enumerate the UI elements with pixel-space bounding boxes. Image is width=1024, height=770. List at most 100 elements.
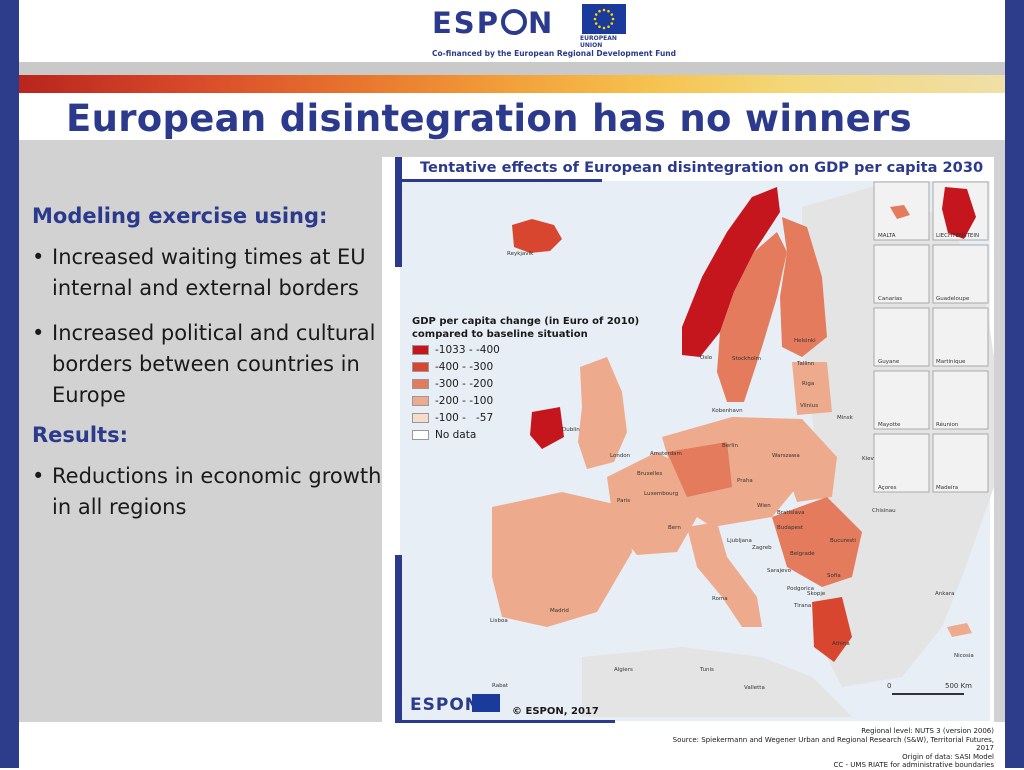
svg-text:Paris: Paris — [617, 498, 630, 504]
left-frame-bar — [0, 0, 19, 768]
svg-text:Ankara: Ankara — [935, 591, 954, 597]
espon-logo: ESP N EUROPEAN UNION Co-financed by the E… — [414, 4, 676, 60]
svg-text:Dublin: Dublin — [562, 427, 580, 433]
espon-wordmark: ESP N — [432, 6, 555, 40]
svg-text:Athina: Athina — [832, 641, 850, 647]
svg-text:Tallinn: Tallinn — [796, 361, 815, 367]
svg-text:Stockholm: Stockholm — [732, 356, 761, 362]
svg-text:Nicosia: Nicosia — [954, 653, 974, 659]
svg-text:Martinique: Martinique — [936, 359, 966, 365]
legend-row: -300 - -200 — [412, 376, 652, 392]
svg-text:Chisinau: Chisinau — [872, 508, 896, 514]
svg-text:Kiev: Kiev — [862, 456, 875, 462]
map-eu-flag-icon — [472, 694, 500, 712]
svg-text:Rabat: Rabat — [492, 683, 509, 689]
map-copyright: © ESPON, 2017 — [512, 706, 599, 717]
title-band: European disintegration has no winners — [19, 93, 1005, 140]
source-line: CC - UMS RIATE for administrative bounda… — [833, 761, 994, 769]
svg-text:Skopje: Skopje — [807, 591, 826, 597]
page-title: European disintegration has no winners — [66, 97, 912, 140]
svg-text:Kobenhavn: Kobenhavn — [712, 408, 743, 414]
source-line: Source: Spiekermann and Wegener Urban an… — [672, 735, 994, 753]
results-heading: Results: — [32, 423, 128, 447]
svg-text:Reykjavík: Reykjavík — [507, 250, 534, 257]
svg-text:Lisboa: Lisboa — [490, 618, 508, 624]
legend-row: -200 - -100 — [412, 393, 652, 409]
svg-text:London: London — [610, 453, 631, 459]
legend-label: -300 - -200 — [435, 378, 494, 390]
svg-text:Amsterdam: Amsterdam — [650, 451, 682, 457]
legend-label: -1033 - -400 — [435, 344, 500, 356]
svg-text:Bucuresti: Bucuresti — [830, 538, 856, 544]
legend-swatch — [412, 379, 429, 389]
svg-text:Helsinki: Helsinki — [794, 338, 816, 344]
svg-text:Bratislava: Bratislava — [777, 510, 804, 516]
svg-text:Budapest: Budapest — [777, 525, 804, 531]
svg-text:Mayotte: Mayotte — [878, 422, 901, 428]
map-title: Tentative effects of European disintegra… — [420, 159, 984, 176]
slide-header: ESP N EUROPEAN UNION Co-financed by the E… — [19, 0, 1005, 62]
svg-text:Roma: Roma — [712, 596, 728, 602]
svg-text:Ljubljana: Ljubljana — [727, 538, 752, 544]
svg-text:Minsk: Minsk — [837, 415, 854, 421]
svg-text:Riga: Riga — [802, 381, 814, 387]
svg-text:Réunion: Réunion — [936, 421, 959, 428]
map-legend: GDP per capita change (in Euro of 2010) … — [412, 315, 652, 443]
svg-text:Oslo: Oslo — [700, 355, 713, 361]
right-frame-bar — [1005, 0, 1024, 768]
legend-row: -400 - -300 — [412, 359, 652, 375]
legend-label: No data — [435, 429, 477, 441]
svg-text:Madrid: Madrid — [550, 608, 569, 614]
bullet-item: Increased political and cultural borders… — [32, 318, 388, 411]
legend-row: -1033 - -400 — [412, 342, 652, 358]
gdp-map-figure: MALTA LIECHTENSTEIN Canarias Guadeloupe … — [382, 157, 994, 770]
svg-text:Valletta: Valletta — [744, 685, 765, 691]
svg-text:Bern: Bern — [668, 525, 681, 531]
svg-text:Sofia: Sofia — [827, 573, 841, 579]
source-line: Origin of data: SASI Model — [902, 752, 994, 761]
scale-zero-label: 0 — [887, 682, 892, 690]
svg-text:Madeira: Madeira — [936, 485, 958, 491]
legend-swatch — [412, 396, 429, 406]
legend-row: No data — [412, 427, 652, 443]
bullet-item: Increased waiting times at EU internal a… — [32, 242, 388, 304]
header-map-strip — [19, 75, 1005, 93]
legend-row: -100 - -57 — [412, 410, 652, 426]
svg-text:Wien: Wien — [757, 503, 771, 509]
legend-title: GDP per capita change (in Euro of 2010) … — [412, 316, 640, 340]
svg-text:Canarias: Canarias — [878, 296, 902, 302]
svg-text:Berlin: Berlin — [722, 443, 738, 449]
modeling-heading: Modeling exercise using: — [32, 204, 328, 228]
svg-text:Vilnius: Vilnius — [800, 403, 818, 409]
svg-text:Luxembourg: Luxembourg — [644, 491, 678, 497]
source-line: Regional level: NUTS 3 (version 2006) — [861, 727, 994, 735]
svg-text:Belgrade: Belgrade — [790, 551, 815, 557]
scale-label: 500 Km — [945, 682, 972, 690]
map-espon-logo: ESPON — [410, 695, 480, 715]
svg-text:Guadeloupe: Guadeloupe — [936, 296, 970, 302]
svg-text:Algiers: Algiers — [614, 667, 633, 673]
legend-swatch — [412, 413, 429, 423]
svg-text:LIECHTENSTEIN: LIECHTENSTEIN — [936, 233, 979, 239]
europe-map-image: MALTA LIECHTENSTEIN Canarias Guadeloupe … — [395, 157, 994, 723]
svg-text:Açores: Açores — [878, 485, 897, 491]
svg-text:Zagreb: Zagreb — [752, 545, 772, 551]
legend-swatch — [412, 345, 429, 355]
cofinanced-text: Co-financed by the European Regional Dev… — [432, 49, 677, 58]
scale-bar — [892, 693, 964, 703]
svg-text:Warszawa: Warszawa — [772, 453, 800, 459]
slide-text: Modeling exercise using: Increased waiti… — [32, 204, 388, 523]
header-gray-band — [19, 62, 1005, 76]
eu-caption: EUROPEAN UNION — [580, 35, 617, 49]
map-sources: Regional level: NUTS 3 (version 2006) So… — [654, 727, 994, 770]
bullet-item: Reductions in economic growth in all reg… — [32, 461, 388, 523]
svg-text:Bruxelles: Bruxelles — [637, 471, 662, 477]
svg-text:Praha: Praha — [737, 478, 753, 484]
legend-swatch — [412, 362, 429, 372]
legend-label: -400 - -300 — [435, 361, 494, 373]
svg-text:Podgorica: Podgorica — [787, 586, 814, 592]
espon-o-icon — [500, 9, 527, 35]
eu-flag-icon — [582, 4, 626, 34]
legend-swatch — [412, 430, 429, 440]
svg-text:Sarajevo: Sarajevo — [767, 568, 792, 574]
